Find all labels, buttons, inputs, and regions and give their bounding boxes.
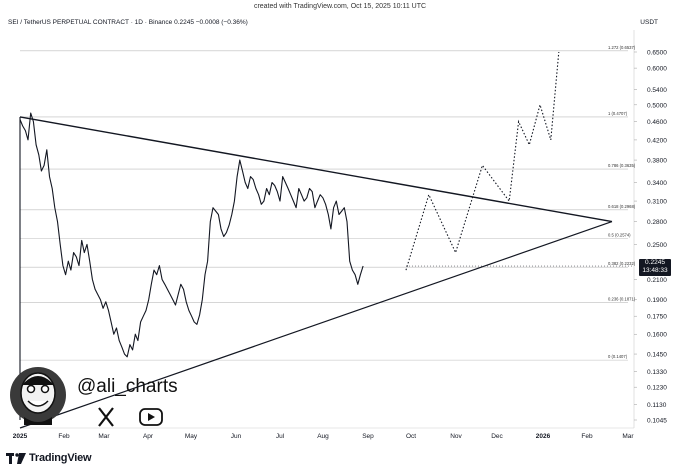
- y-tick-label: 0.1600: [647, 332, 667, 339]
- y-tick-label: 0.6000: [647, 66, 667, 73]
- x-tick-label: Feb: [58, 433, 70, 440]
- watermark-handle: @ali_charts: [77, 376, 178, 397]
- y-tick-label: 0.3100: [647, 199, 667, 206]
- x-tick-label: Dec: [491, 433, 503, 440]
- price-tag-countdown: 13:48:33: [642, 267, 668, 274]
- chart-grid: [20, 30, 635, 429]
- x-tick-label: Jul: [276, 433, 285, 440]
- y-tick-label: 0.3800: [647, 158, 667, 165]
- y-tick-label: 0.4600: [647, 119, 667, 126]
- brand-name: TradingView: [29, 452, 92, 464]
- symbol-name: SEI / TetherUS PERPETUAL CONTRACT · 1D ·…: [8, 19, 173, 26]
- fib-label: 1 (0.4707): [608, 111, 628, 116]
- x-tick-label: Mar: [98, 433, 110, 440]
- x-logo-icon: [98, 407, 114, 427]
- y-tick-label: 0.1750: [647, 314, 667, 321]
- x-tick-label: Nov: [450, 433, 462, 440]
- currency-label: USDT: [640, 19, 658, 26]
- fib-label: 0.618 (0.2968): [608, 204, 636, 209]
- last-price: 0.2245: [174, 19, 194, 26]
- x-tick-label: Oct: [406, 433, 416, 440]
- fib-levels: 1.272 (0.6537) 1 (0.4707) 0.786 (0.3635) 0.…: [20, 45, 636, 361]
- x-tick-label: 2025: [13, 433, 28, 440]
- fib-label: 0.236 (0.1871): [608, 297, 636, 302]
- y-tick-label: 0.5000: [647, 102, 667, 109]
- projection-path: [405, 51, 560, 271]
- y-tick-label: 0.1450: [647, 352, 667, 359]
- y-tick-label: 0.1045: [647, 418, 667, 425]
- y-tick-label: 0.2100: [647, 277, 667, 284]
- y-tick-label: 0.5400: [647, 87, 667, 94]
- x-tick-label: Aug: [317, 433, 329, 440]
- created-caption: created with TradingView.com, Oct 15, 20…: [253, 3, 427, 10]
- y-axis: 0.6500 0.6000 0.5400 0.5000 0.4600 0.4200 0.38…: [634, 50, 667, 425]
- x-tick-label: Feb: [581, 433, 593, 440]
- fib-label: 0.382 (0.2232): [608, 261, 636, 266]
- y-tick-label: 0.4200: [647, 137, 667, 144]
- y-tick-label: 0.1130: [647, 402, 667, 409]
- symbol-info: SEI / TetherUS PERPETUAL CONTRACT · 1D ·…: [8, 19, 248, 26]
- lower-trendline: [19, 220, 613, 429]
- avatar-icon: [10, 367, 66, 425]
- price-line: [19, 112, 364, 358]
- fib-label: 0.5 (0.2574): [608, 233, 631, 238]
- y-tick-label: 0.1330: [647, 369, 667, 376]
- fib-label: 1.272 (0.6537): [608, 45, 636, 50]
- y-tick-label: 0.6500: [647, 50, 667, 57]
- x-tick-label: 2026: [536, 433, 551, 440]
- y-tick-label: 0.3400: [647, 180, 667, 187]
- projection-line: [405, 51, 560, 271]
- y-tick-label: 0.2800: [647, 219, 667, 226]
- y-tick-label: 0.1900: [647, 297, 667, 304]
- y-tick-label: 0.1230: [647, 385, 667, 392]
- triangle-trendlines: [19, 116, 613, 429]
- x-axis: 2025 Feb Mar Apr May Jun Jul Aug Sep Oct Nov Dec 202…: [13, 433, 635, 440]
- x-tick-label: May: [185, 433, 198, 440]
- youtube-play-icon: [139, 408, 163, 426]
- x-tick-label: Mar: [622, 433, 634, 440]
- x-tick-label: Jun: [231, 433, 242, 440]
- price-series: [19, 112, 634, 358]
- tradingview-branding[interactable]: TradingView: [6, 452, 92, 464]
- x-tick-label: Apr: [143, 433, 154, 440]
- price-change: −0.0008 (−0.36%): [195, 19, 248, 26]
- y-tick-label: 0.2500: [647, 242, 667, 249]
- x-tick-label: Sep: [362, 433, 374, 440]
- fib-label: 0.786 (0.3635): [608, 163, 636, 168]
- social-icons: [98, 407, 163, 427]
- tradingview-logo-icon: [6, 452, 26, 464]
- upper-trendline: [19, 116, 613, 223]
- fib-label: 0 (0.1407): [608, 354, 628, 359]
- last-price-tag: 0.2245 13:48:33: [639, 259, 671, 276]
- price-tag-value: 0.2245: [645, 259, 665, 266]
